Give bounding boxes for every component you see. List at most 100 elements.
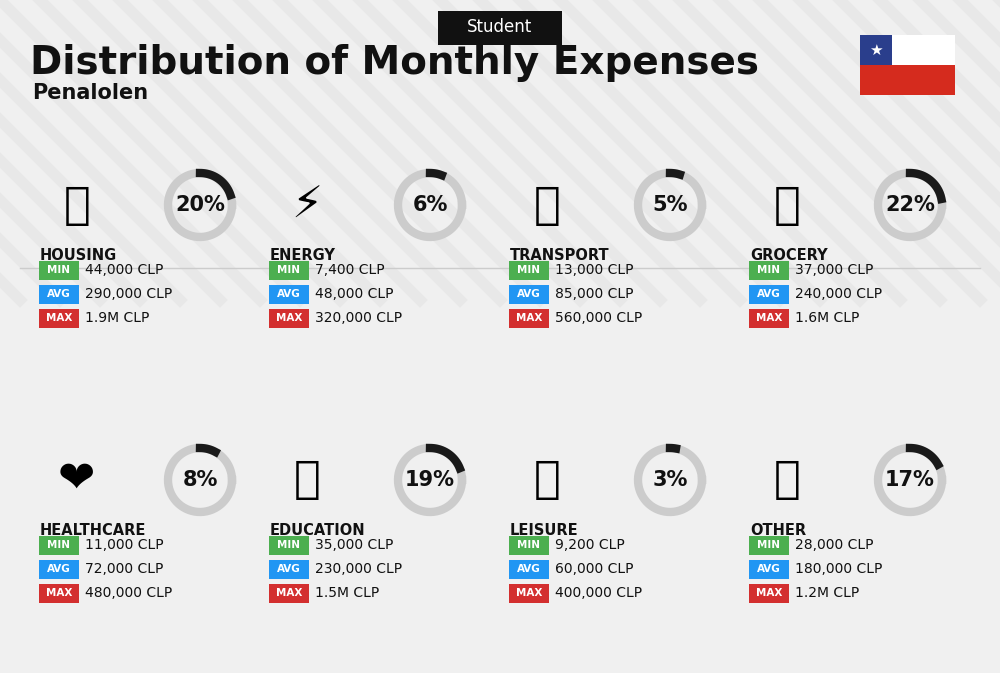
Text: MIN: MIN [48, 540, 70, 550]
Text: 3%: 3% [652, 470, 688, 490]
FancyBboxPatch shape [39, 308, 79, 328]
Text: EDUCATION: EDUCATION [270, 523, 366, 538]
FancyBboxPatch shape [39, 536, 79, 555]
Text: ENERGY: ENERGY [270, 248, 336, 263]
Text: MIN: MIN [758, 265, 780, 275]
Bar [860, 65, 955, 95]
Text: 37,000 CLP: 37,000 CLP [795, 263, 873, 277]
Text: 400,000 CLP: 400,000 CLP [555, 586, 642, 600]
FancyBboxPatch shape [509, 308, 549, 328]
Text: 9,200 CLP: 9,200 CLP [555, 538, 625, 552]
Text: 60,000 CLP: 60,000 CLP [555, 562, 634, 576]
Text: 💰: 💰 [774, 458, 800, 501]
FancyBboxPatch shape [39, 583, 79, 602]
Text: 72,000 CLP: 72,000 CLP [85, 562, 163, 576]
FancyBboxPatch shape [39, 559, 79, 579]
Text: 19%: 19% [405, 470, 455, 490]
Text: AVG: AVG [517, 289, 541, 299]
Text: LEISURE: LEISURE [510, 523, 579, 538]
FancyBboxPatch shape [509, 583, 549, 602]
Text: 240,000 CLP: 240,000 CLP [795, 287, 882, 301]
FancyBboxPatch shape [509, 285, 549, 304]
Text: 1.6M CLP: 1.6M CLP [795, 311, 859, 325]
Text: GROCERY: GROCERY [750, 248, 828, 263]
Text: 22%: 22% [885, 195, 935, 215]
Text: Student: Student [467, 18, 533, 36]
Text: 5%: 5% [652, 195, 688, 215]
Text: 11,000 CLP: 11,000 CLP [85, 538, 164, 552]
FancyBboxPatch shape [749, 260, 789, 279]
Text: 20%: 20% [175, 195, 225, 215]
FancyBboxPatch shape [509, 536, 549, 555]
FancyBboxPatch shape [509, 260, 549, 279]
Bar [892, 35, 955, 65]
Text: 560,000 CLP: 560,000 CLP [555, 311, 642, 325]
FancyBboxPatch shape [749, 583, 789, 602]
Text: 1.5M CLP: 1.5M CLP [315, 586, 379, 600]
FancyBboxPatch shape [269, 536, 309, 555]
Text: 🛍️: 🛍️ [534, 458, 560, 501]
FancyBboxPatch shape [269, 308, 309, 328]
Text: MAX: MAX [46, 588, 72, 598]
Text: MIN: MIN [758, 540, 780, 550]
Text: 480,000 CLP: 480,000 CLP [85, 586, 172, 600]
Text: AVG: AVG [757, 564, 781, 574]
Text: 🏢: 🏢 [64, 184, 90, 227]
Text: MAX: MAX [516, 588, 542, 598]
Text: MAX: MAX [276, 588, 302, 598]
Text: MAX: MAX [756, 313, 782, 323]
Text: 35,000 CLP: 35,000 CLP [315, 538, 393, 552]
Text: AVG: AVG [277, 564, 301, 574]
Text: 320,000 CLP: 320,000 CLP [315, 311, 402, 325]
FancyBboxPatch shape [269, 559, 309, 579]
FancyBboxPatch shape [39, 285, 79, 304]
Text: AVG: AVG [47, 289, 71, 299]
Text: OTHER: OTHER [750, 523, 806, 538]
Text: 44,000 CLP: 44,000 CLP [85, 263, 163, 277]
Text: AVG: AVG [517, 564, 541, 574]
FancyBboxPatch shape [749, 285, 789, 304]
Text: AVG: AVG [277, 289, 301, 299]
Text: AVG: AVG [47, 564, 71, 574]
Bar [860, 35, 892, 65]
Text: ★: ★ [869, 42, 883, 57]
Text: MIN: MIN [518, 540, 540, 550]
Text: Penalolen: Penalolen [32, 83, 148, 103]
Text: AVG: AVG [757, 289, 781, 299]
Text: MIN: MIN [278, 265, 300, 275]
Text: 85,000 CLP: 85,000 CLP [555, 287, 634, 301]
Text: HEALTHCARE: HEALTHCARE [40, 523, 146, 538]
FancyBboxPatch shape [269, 285, 309, 304]
Text: MAX: MAX [756, 588, 782, 598]
Text: 48,000 CLP: 48,000 CLP [315, 287, 394, 301]
Text: MAX: MAX [46, 313, 72, 323]
Text: MAX: MAX [516, 313, 542, 323]
Text: 6%: 6% [412, 195, 448, 215]
Text: 290,000 CLP: 290,000 CLP [85, 287, 172, 301]
Text: MIN: MIN [48, 265, 70, 275]
FancyBboxPatch shape [749, 308, 789, 328]
Text: 28,000 CLP: 28,000 CLP [795, 538, 874, 552]
Text: 17%: 17% [885, 470, 935, 490]
Text: 🚌: 🚌 [534, 184, 560, 227]
FancyBboxPatch shape [269, 583, 309, 602]
Text: 230,000 CLP: 230,000 CLP [315, 562, 402, 576]
FancyBboxPatch shape [39, 260, 79, 279]
Text: 180,000 CLP: 180,000 CLP [795, 562, 882, 576]
Text: 1.2M CLP: 1.2M CLP [795, 586, 859, 600]
Text: MIN: MIN [278, 540, 300, 550]
Text: TRANSPORT: TRANSPORT [510, 248, 610, 263]
Text: ⚡: ⚡ [291, 184, 323, 227]
Text: Distribution of Monthly Expenses: Distribution of Monthly Expenses [30, 44, 759, 82]
Bar [860, 35, 955, 95]
FancyBboxPatch shape [269, 260, 309, 279]
FancyBboxPatch shape [749, 559, 789, 579]
Text: 13,000 CLP: 13,000 CLP [555, 263, 634, 277]
Text: 1.9M CLP: 1.9M CLP [85, 311, 149, 325]
FancyBboxPatch shape [749, 536, 789, 555]
Text: MIN: MIN [518, 265, 540, 275]
Text: MAX: MAX [276, 313, 302, 323]
Text: HOUSING: HOUSING [40, 248, 117, 263]
Text: 🛒: 🛒 [774, 184, 800, 227]
Text: 7,400 CLP: 7,400 CLP [315, 263, 385, 277]
